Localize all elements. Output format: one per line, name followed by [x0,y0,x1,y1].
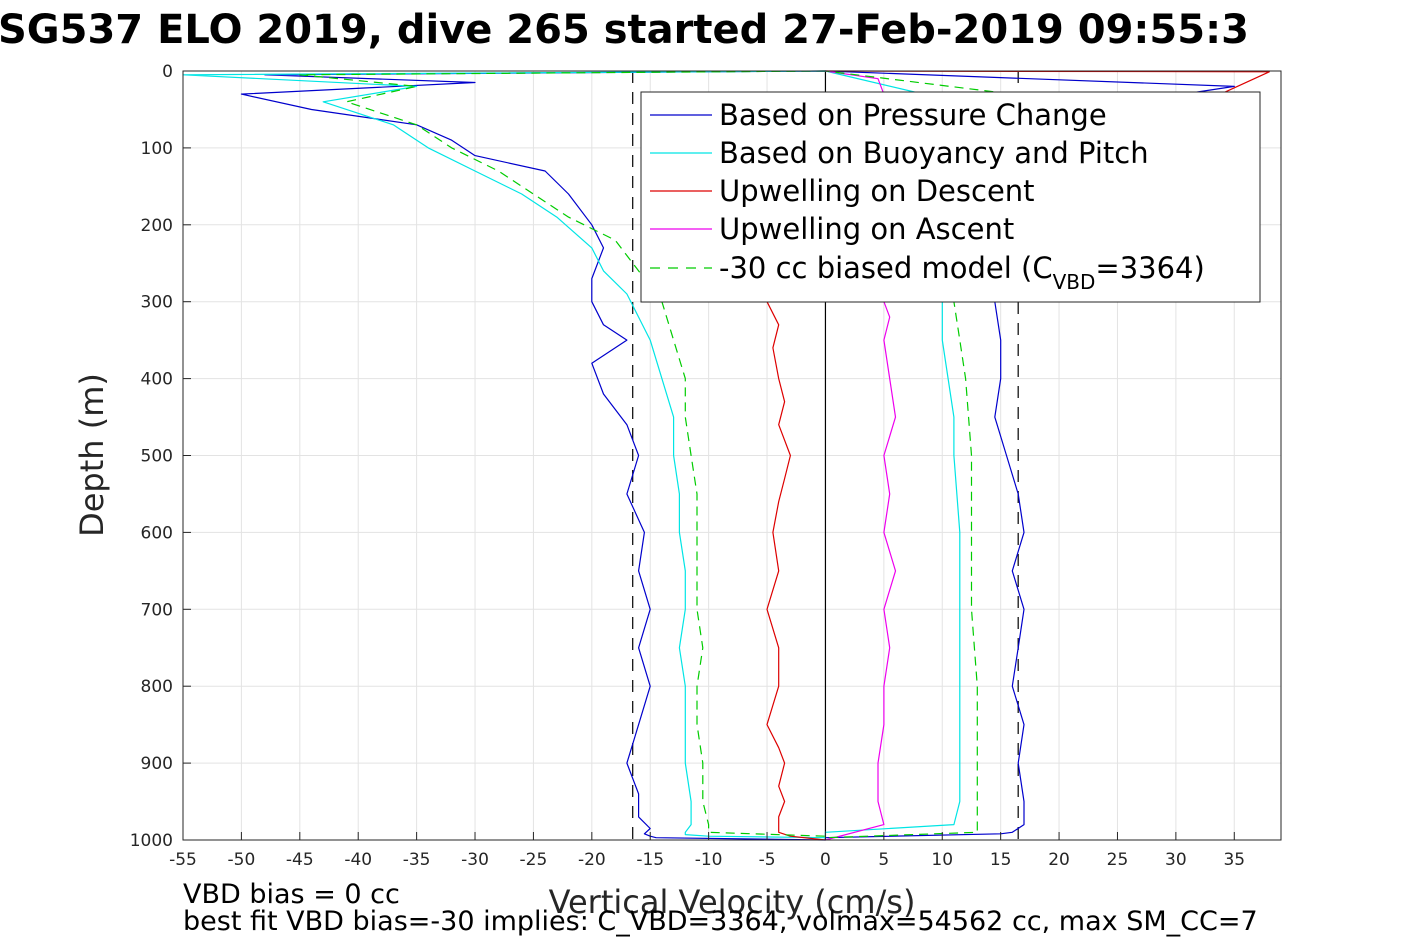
best-fit-note: best fit VBD bias=-30 implies: C_VBD=336… [183,906,1258,937]
series-line [240,70,1235,841]
legend-label-buoyancy: Based on Buoyancy and Pitch [719,136,1149,170]
y-tick-label: 600 [141,523,173,543]
x-axis-label: Vertical Velocity (cm/s) [549,883,916,921]
x-tick-label: 10 [931,850,953,870]
vbd-bias-note: VBD bias = 0 cc [183,879,400,910]
y-tick-label: 800 [141,677,173,697]
legend-box [640,91,1261,303]
x-tick-label: 5 [878,850,889,870]
y-tick-label: 300 [141,293,173,313]
x-tick-label: 30 [1165,850,1187,870]
legend: Based on Pressure Change Based on Buoyan… [640,91,1261,303]
x-tick-label: -5 [759,850,776,870]
x-tick-label: 35 [1223,850,1245,870]
legend-item-upwelling-descent: Upwelling on Descent [650,174,1035,208]
x-tick-label: -45 [286,850,314,870]
legend-item-buoyancy: Based on Buoyancy and Pitch [650,136,1149,170]
series-line [182,70,990,839]
y-tick-label: 400 [141,370,173,390]
x-tick-label: -40 [344,850,372,870]
legend-label-pressure: Based on Pressure Change [719,98,1107,132]
legend-label-biased-model: -30 cc biased model (CVBD=3364) [719,251,1205,294]
legend-item-upwelling-ascent: Upwelling on Ascent [650,212,1014,246]
x-tick-label: -30 [461,850,489,870]
x-tick-label: 20 [1048,850,1070,870]
y-tick-label: 0 [162,62,173,82]
legend-label-biased-sub: VBD [1053,270,1096,294]
y-tick-label: 500 [141,447,173,467]
y-tick-label: 700 [141,600,173,620]
y-tick-label: 100 [141,139,173,159]
chart-title: SG537 ELO 2019, dive 265 started 27-Feb-… [0,7,1249,53]
x-tick-label: -25 [520,850,548,870]
y-tick-label: 200 [141,216,173,236]
y-axis-label: Depth (m) [73,373,111,537]
x-tick-label: 0 [820,850,831,870]
x-tick-label: 25 [1107,850,1129,870]
x-tick-label: -15 [636,850,664,870]
x-tick-label: -20 [578,850,606,870]
legend-label-biased-prefix: -30 cc biased model (C [719,251,1053,285]
legend-item-biased-model: -30 cc biased model (CVBD=3364) [650,251,1205,294]
legend-label-upwelling-descent: Upwelling on Descent [719,174,1035,208]
legend-label-upwelling-ascent: Upwelling on Ascent [719,212,1014,246]
y-tick-label: 900 [141,754,173,774]
legend-label-biased-suffix: =3364) [1095,251,1204,285]
axis-ticks: -55 -50 -45 -40 -35 -30 -25 -20 -15 -10 -5 0 5 10 15 20… [130,62,1245,870]
x-tick-label: -10 [695,850,723,870]
legend-item-pressure: Based on Pressure Change [650,98,1107,132]
x-tick-label: -55 [169,850,197,870]
series-line [299,70,1013,839]
x-tick-label: 15 [990,850,1012,870]
x-tick-label: -35 [403,850,431,870]
x-tick-label: -50 [228,850,256,870]
series-line [766,70,1270,841]
y-tick-label: 1000 [130,831,173,851]
